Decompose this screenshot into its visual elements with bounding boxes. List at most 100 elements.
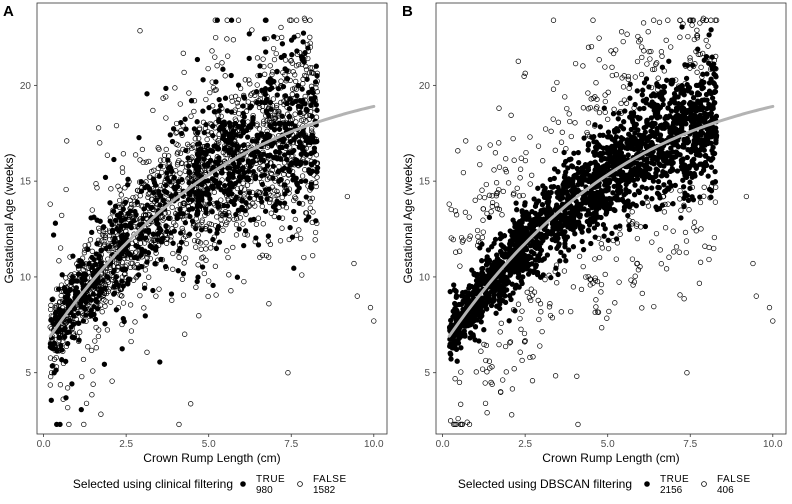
- data-point-open: [212, 54, 218, 60]
- data-point-open: [104, 277, 111, 283]
- data-point-open: [145, 251, 151, 257]
- data-point-filled: [566, 182, 572, 189]
- data-point-filled: [670, 121, 677, 127]
- data-point-filled: [194, 119, 200, 125]
- data-point-filled: [649, 160, 655, 166]
- data-point-open: [242, 77, 248, 83]
- data-point-filled: [484, 306, 490, 312]
- data-point-open: [193, 159, 200, 165]
- data-point-open: [70, 331, 76, 337]
- data-point-filled: [649, 99, 655, 105]
- data-point-filled: [613, 177, 620, 183]
- legend-entry-label: FALSE: [313, 474, 347, 485]
- data-point-open: [215, 200, 221, 207]
- data-point-filled: [217, 103, 224, 109]
- data-point-filled: [562, 172, 568, 178]
- data-point-open: [57, 382, 64, 388]
- data-point-open: [154, 195, 160, 202]
- data-point-open: [271, 116, 277, 122]
- data-point-filled: [605, 206, 611, 212]
- data-point-open: [115, 242, 122, 248]
- data-point-filled: [170, 126, 177, 132]
- data-point-open: [293, 86, 299, 92]
- data-point-filled: [600, 145, 607, 151]
- data-point-filled: [513, 200, 519, 206]
- data-point-filled: [677, 152, 683, 158]
- data-point-filled: [684, 167, 690, 173]
- data-point-open: [235, 96, 242, 103]
- data-point-open: [301, 141, 307, 147]
- data-point-open: [134, 243, 141, 250]
- data-point-open: [278, 176, 284, 183]
- data-point-open: [260, 133, 266, 139]
- data-point-open: [162, 210, 168, 216]
- data-point-open: [176, 185, 182, 191]
- data-point-open: [193, 130, 199, 136]
- data-point-filled: [554, 245, 560, 252]
- data-point-filled: [502, 293, 508, 299]
- data-point-open: [527, 181, 533, 187]
- data-point-open: [515, 58, 521, 64]
- data-point-open: [691, 219, 698, 225]
- data-point-open: [234, 215, 240, 222]
- data-point-open: [304, 41, 311, 48]
- data-point-filled: [625, 152, 631, 158]
- data-point-open: [122, 222, 128, 228]
- data-point-filled: [706, 32, 712, 38]
- data-point-filled: [497, 231, 504, 237]
- data-point-open: [205, 192, 211, 198]
- data-point-filled: [654, 115, 660, 121]
- data-point-open: [256, 126, 263, 132]
- data-point-open: [558, 139, 565, 145]
- data-point-filled: [584, 168, 590, 175]
- data-point-open: [134, 261, 141, 268]
- data-point-open: [102, 269, 109, 275]
- data-point-open: [223, 202, 229, 208]
- data-point-open: [117, 197, 123, 204]
- data-point-open: [115, 183, 121, 189]
- data-point-filled: [257, 63, 263, 69]
- data-point-filled: [494, 264, 500, 270]
- data-point-open: [132, 217, 139, 223]
- data-point-filled: [642, 223, 649, 230]
- data-point-filled: [216, 96, 222, 103]
- data-point-filled: [519, 280, 525, 287]
- data-point-filled: [472, 323, 479, 330]
- data-point-open: [153, 261, 159, 267]
- data-point-open: [79, 310, 86, 316]
- data-point-open: [272, 109, 278, 115]
- data-point-open: [307, 205, 313, 211]
- data-point-open: [552, 147, 558, 153]
- data-point-open: [76, 338, 82, 344]
- data-point-open: [218, 211, 224, 217]
- data-point-open: [295, 162, 301, 168]
- data-point-filled: [643, 162, 649, 168]
- data-point-open: [312, 105, 318, 112]
- data-point-open: [289, 91, 295, 97]
- data-point-filled: [448, 351, 454, 358]
- data-point-open: [276, 142, 282, 148]
- data-point-open: [144, 349, 150, 355]
- data-point-open: [222, 151, 228, 158]
- data-point-open: [221, 127, 227, 133]
- data-point-open: [169, 226, 175, 232]
- data-point-open: [500, 188, 506, 195]
- data-point-open: [71, 271, 78, 277]
- outlier-point: [285, 370, 291, 376]
- data-point-filled: [664, 77, 670, 83]
- data-point-filled: [291, 265, 297, 271]
- data-point-open: [248, 178, 254, 185]
- data-point-open: [219, 177, 225, 183]
- data-point-open: [225, 145, 231, 152]
- data-point-filled: [657, 162, 664, 168]
- data-point-open: [274, 68, 280, 75]
- data-point-filled: [682, 172, 688, 179]
- data-point-open: [60, 348, 66, 354]
- data-point-open: [303, 63, 309, 70]
- data-point-filled: [594, 162, 600, 168]
- data-point-open: [213, 120, 219, 126]
- data-point-open: [211, 234, 217, 240]
- data-point-filled: [89, 229, 95, 236]
- data-point-filled: [685, 197, 692, 204]
